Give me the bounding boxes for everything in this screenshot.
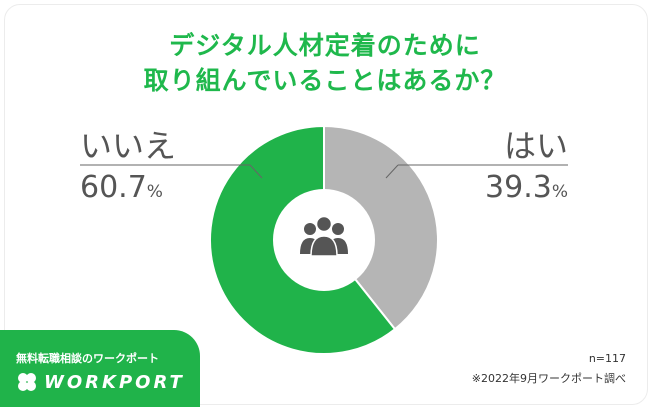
leader-line-no-tick — [249, 164, 263, 179]
brand-box: 無料転職相談のワークポート WORKPORT — [0, 330, 200, 407]
source-note: ※2022年9月ワークポート調べ — [471, 372, 626, 385]
leader-line-yes-tick — [385, 164, 399, 179]
slice-label-yes: はい — [503, 127, 568, 165]
chart-title-line-2: 取り組んでいることはあるか？ — [143, 66, 507, 95]
slice-value-yes-unit: % — [551, 182, 568, 202]
slice-label-no: いいえ — [80, 127, 177, 165]
brand-name: WORKPORT — [44, 371, 185, 393]
chart-title-line-1: デジタル人材定着のために — [169, 31, 481, 60]
slice-value-no-unit: % — [146, 182, 163, 202]
chart-title: デジタル人材定着のために 取り組んでいることはあるか？ — [0, 28, 650, 98]
slice-value-yes: 39.3% — [485, 170, 568, 210]
clover-icon — [18, 373, 36, 391]
slice-value-yes-number: 39.3 — [485, 170, 552, 205]
slice-value-no: 60.7% — [80, 170, 163, 210]
brand-logo: WORKPORT — [16, 370, 185, 394]
brand-tagline: 無料転職相談のワークポート — [16, 352, 159, 365]
sample-size: n=117 — [588, 352, 626, 365]
people-group-icon — [300, 215, 348, 257]
pie-slice-yes — [323, 124, 439, 331]
slice-value-no-number: 60.7 — [80, 170, 147, 205]
